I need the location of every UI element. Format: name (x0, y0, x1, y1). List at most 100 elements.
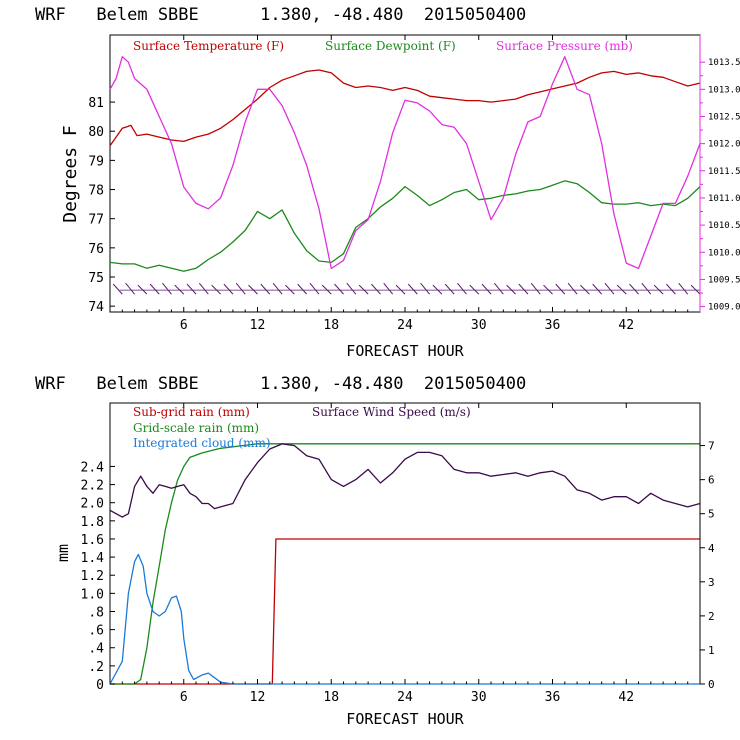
wind-barb (444, 283, 455, 295)
wind-barb (285, 284, 295, 295)
top-series-line-surface-dewpoint (109, 180, 701, 272)
wind-barb (137, 284, 148, 295)
top-y-tick-label: 81 (88, 96, 104, 111)
bottom-x-tick-label: 42 (618, 690, 634, 705)
wind-barb (112, 283, 123, 295)
top-y-tick-label: 74 (88, 300, 104, 315)
top-x-tick-label: 6 (180, 318, 188, 333)
top-y-tick-label: 76 (88, 242, 104, 257)
wind-barb (149, 283, 160, 295)
top-y2-tick-label: 1010.0 (708, 248, 740, 258)
bottom-y-tick-label: 1.2 (81, 569, 104, 584)
bottom-y-tick-label: 1.4 (81, 551, 105, 566)
wind-barb (272, 282, 283, 295)
wind-barb (678, 282, 689, 295)
bottom-x-tick-label: 6 (180, 690, 188, 705)
wind-barb (432, 284, 443, 295)
top-x-tick-label: 18 (323, 318, 339, 333)
bottom-series-line-surface-wind-speed (109, 443, 701, 518)
bottom-y-tick-label: 1.8 (81, 515, 104, 530)
wind-barb (297, 283, 308, 295)
wind-barb (260, 283, 271, 295)
bottom-y-tick-label: 1.0 (81, 587, 104, 602)
wind-barb (506, 284, 516, 295)
wind-barb (383, 282, 394, 295)
wind-barb (481, 283, 492, 295)
bottom-legend-entry: Grid-scale rain (mm) (133, 421, 259, 435)
bottom-y-tick-label: 2.4 (81, 460, 105, 475)
bottom-y-tick-label: 1.6 (81, 533, 104, 548)
bottom-y2-tick-label: 2 (708, 610, 715, 623)
bottom-y-tick-label: 2.0 (81, 497, 104, 512)
bottom-y2-tick-label: 5 (708, 508, 715, 521)
top-y-tick-label: 75 (88, 271, 104, 286)
bottom-y-tick-label: .8 (88, 605, 104, 620)
bottom-chart: WRF Belem SBBE 1.380, -48.480 2015050400… (35, 374, 715, 728)
wind-barb (567, 282, 578, 295)
bottom-y-tick-label: .4 (88, 642, 104, 657)
bottom-x-tick-label: 12 (250, 690, 266, 705)
top-y-tick-label: 77 (88, 213, 104, 228)
bottom-y-tick-label: .2 (88, 660, 104, 675)
bottom-y-axis-label: mm (54, 544, 72, 562)
top-legend-entry: Surface Pressure (mb) (496, 39, 633, 53)
wind-barb (530, 282, 541, 295)
wind-barb (666, 283, 676, 295)
bottom-y2-tick-label: 6 (708, 474, 715, 487)
wind-barb (162, 282, 172, 295)
wind-barb (543, 284, 553, 295)
wind-barb (125, 282, 135, 295)
wind-barb (235, 282, 246, 295)
bottom-y-tick-label: 0 (96, 678, 104, 693)
top-y2-tick-label: 1012.5 (708, 112, 740, 122)
bottom-chart-title: WRF Belem SBBE 1.380, -48.480 2015050400 (35, 374, 526, 394)
wind-barb (198, 282, 209, 295)
wind-barb (186, 283, 197, 295)
top-y2-tick-label: 1011.0 (708, 194, 740, 204)
top-y2-tick-label: 1011.5 (708, 167, 740, 177)
top-x-tick-label: 24 (397, 318, 413, 333)
bottom-x-axis-label: FORECAST HOUR (346, 710, 464, 728)
wind-barb (616, 284, 627, 295)
bottom-y-tick-label: .6 (88, 624, 104, 639)
top-x-tick-label: 12 (250, 318, 266, 333)
top-chart-title: WRF Belem SBBE 1.380, -48.480 2015050400 (35, 5, 526, 25)
top-legend-entry: Surface Temperature (F) (133, 39, 284, 53)
top-x-axis-label: FORECAST HOUR (346, 342, 464, 360)
top-y2-tick-label: 1012.0 (708, 140, 740, 150)
wind-barb (334, 283, 344, 295)
top-series-line-surface-pressure (109, 56, 701, 270)
wind-barb (518, 283, 529, 295)
wind-barb (629, 283, 639, 295)
bottom-y2-tick-label: 1 (708, 644, 715, 657)
bottom-x-tick-label: 18 (323, 690, 339, 705)
top-y-tick-label: 80 (88, 125, 104, 140)
top-y2-tick-label: 1010.5 (708, 221, 740, 231)
top-y-tick-label: 79 (88, 154, 104, 169)
wind-barb (604, 282, 615, 295)
wind-barb (592, 283, 603, 295)
wind-barb (653, 284, 664, 295)
bottom-legend-entry: Sub-grid rain (mm) (133, 405, 250, 419)
wind-barb (580, 284, 590, 295)
bottom-series-line-grid-scale-rain (110, 443, 700, 685)
wind-barb (211, 284, 221, 295)
top-x-tick-label: 36 (545, 318, 561, 333)
top-y2-tick-label: 1013.5 (708, 58, 740, 68)
bottom-legend-entry: Integrated cloud (mm) (133, 436, 271, 450)
wind-barb (223, 283, 234, 295)
bottom-y2-tick-label: 0 (708, 678, 715, 691)
wind-barb (407, 283, 418, 295)
top-x-tick-label: 42 (618, 318, 634, 333)
wind-barb (346, 282, 357, 295)
top-series-line-surface-temperature (109, 69, 701, 147)
wind-barb (395, 284, 406, 295)
top-y2-tick-label: 1009.0 (708, 303, 740, 313)
bottom-x-tick-label: 30 (471, 690, 487, 705)
bottom-y2-tick-label: 3 (708, 576, 715, 589)
wind-barb (493, 282, 504, 295)
wind-barb (358, 284, 369, 295)
top-y2-tick-label: 1013.0 (708, 85, 740, 95)
wind-barb (469, 284, 480, 295)
